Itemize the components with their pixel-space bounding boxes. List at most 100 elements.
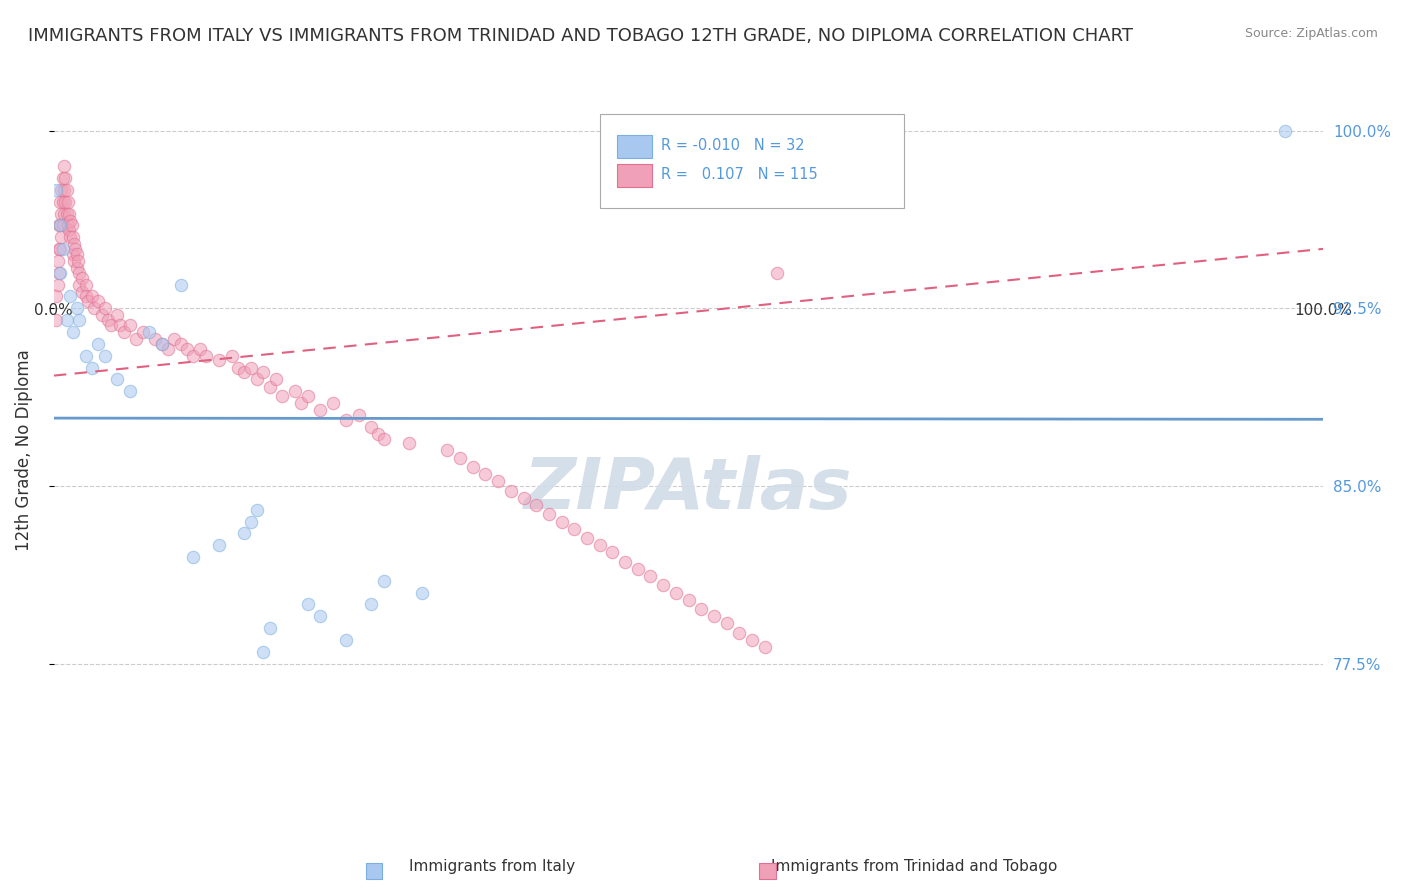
Point: [188, 342, 211, 356]
Point: [66, 261, 89, 276]
Point: [309, 403, 332, 417]
Point: [221, 349, 243, 363]
Point: [108, 318, 131, 332]
Text: R = -0.010   N = 32: R = -0.010 N = 32: [661, 138, 804, 153]
Point: [373, 432, 395, 446]
Point: [46, 254, 69, 268]
Point: [125, 332, 148, 346]
Point: [703, 609, 725, 624]
Text: 0.0%: 0.0%: [35, 303, 73, 318]
Point: [246, 502, 269, 516]
Point: [80, 289, 103, 303]
Point: [51, 183, 73, 197]
Point: [474, 467, 496, 482]
Point: [100, 318, 122, 332]
Point: [246, 372, 269, 386]
Point: [322, 396, 344, 410]
Point: [728, 625, 751, 640]
Point: [48, 242, 70, 256]
Point: [49, 266, 72, 280]
Point: [93, 301, 115, 316]
Point: [550, 515, 572, 529]
Point: [83, 301, 105, 316]
Point: [77, 294, 100, 309]
Point: [297, 389, 319, 403]
Point: [87, 336, 110, 351]
Point: [1274, 123, 1296, 137]
Point: [176, 342, 198, 356]
Point: [62, 247, 84, 261]
Point: [360, 598, 382, 612]
Point: [602, 545, 624, 559]
Point: [678, 592, 700, 607]
Point: [59, 230, 82, 244]
Point: [716, 616, 738, 631]
Point: [49, 194, 72, 209]
Point: [56, 219, 79, 233]
Point: [411, 585, 433, 599]
Point: [226, 360, 249, 375]
Text: ZIPAtlas: ZIPAtlas: [524, 455, 853, 524]
Point: [45, 289, 67, 303]
Point: [67, 313, 90, 327]
Point: [53, 206, 76, 220]
Point: [360, 419, 382, 434]
Point: [53, 159, 76, 173]
Point: [56, 194, 79, 209]
Point: [49, 242, 72, 256]
Point: [170, 336, 193, 351]
Point: [512, 491, 534, 505]
Point: [754, 640, 776, 654]
Point: [183, 550, 205, 565]
Point: [367, 426, 389, 441]
Point: [741, 632, 763, 647]
Point: [91, 309, 114, 323]
Text: Immigrants from Italy: Immigrants from Italy: [409, 859, 575, 874]
Point: [49, 219, 72, 233]
Point: [52, 194, 75, 209]
Point: [45, 313, 67, 327]
Point: [652, 578, 675, 592]
Point: [208, 353, 231, 368]
Point: [499, 483, 522, 498]
Point: [309, 609, 332, 624]
Point: [614, 555, 637, 569]
Point: [53, 183, 76, 197]
Point: [67, 277, 90, 292]
FancyBboxPatch shape: [617, 163, 652, 187]
Text: IMMIGRANTS FROM ITALY VS IMMIGRANTS FROM TRINIDAD AND TOBAGO 12TH GRADE, NO DIPL: IMMIGRANTS FROM ITALY VS IMMIGRANTS FROM…: [28, 27, 1133, 45]
Point: [233, 526, 256, 541]
Point: [66, 301, 89, 316]
Point: [59, 289, 82, 303]
Point: [112, 325, 135, 339]
Point: [48, 219, 70, 233]
Point: [138, 325, 160, 339]
Y-axis label: 12th Grade, No Diploma: 12th Grade, No Diploma: [15, 350, 32, 551]
Point: [66, 254, 89, 268]
Point: [145, 332, 167, 346]
Point: [252, 645, 274, 659]
Point: [51, 230, 73, 244]
Point: [62, 325, 84, 339]
Text: Immigrants from Trinidad and Tobago: Immigrants from Trinidad and Tobago: [770, 859, 1057, 874]
Point: [290, 396, 312, 410]
Point: [347, 408, 370, 422]
Point: [252, 365, 274, 379]
Point: [284, 384, 307, 399]
Point: [53, 194, 76, 209]
Text: R =   0.107   N = 115: R = 0.107 N = 115: [661, 167, 817, 182]
Point: [150, 336, 173, 351]
Point: [97, 313, 120, 327]
Point: [562, 522, 585, 536]
Point: [49, 219, 72, 233]
Point: [118, 318, 141, 332]
Point: [63, 254, 86, 268]
Point: [233, 365, 256, 379]
Point: [70, 285, 93, 299]
Point: [48, 266, 70, 280]
Point: [62, 230, 84, 244]
Point: [163, 332, 186, 346]
Text: 100.0%: 100.0%: [1295, 303, 1353, 318]
Point: [537, 508, 560, 522]
Point: [118, 384, 141, 399]
